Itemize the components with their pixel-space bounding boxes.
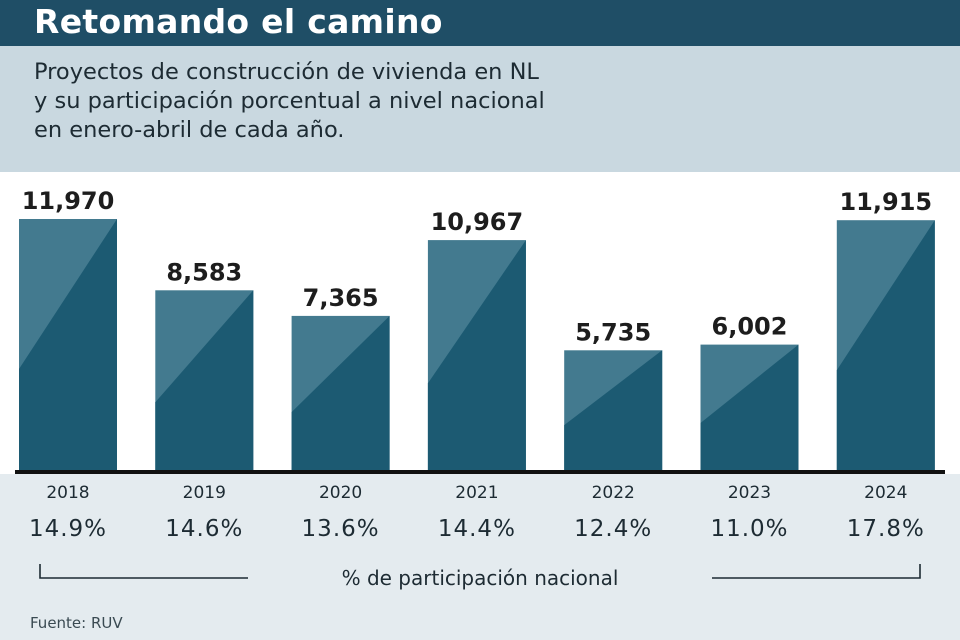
year-label-2022: 2022: [592, 483, 635, 503]
source-note: Fuente: RUV: [30, 614, 123, 632]
participation-label-2020: 13.6%: [302, 516, 380, 542]
participation-label-2021: 14.4%: [438, 516, 516, 542]
year-label-2023: 2023: [728, 483, 771, 503]
value-label-2019: 8,583: [166, 258, 242, 286]
bar-shade-2019: [155, 290, 254, 471]
bar-2024: [836, 220, 935, 471]
bar-2020: [291, 315, 390, 471]
value-label-2018: 11,970: [22, 187, 115, 215]
subtitle-band: [0, 46, 960, 172]
labels-group: 11,970 2018 14.9% 8,583 2019 14.6% 7,365 2020 13…: [22, 187, 932, 542]
value-label-2020: 7,365: [303, 284, 379, 312]
year-label-2020: 2020: [319, 483, 362, 503]
participation-label-2022: 12.4%: [574, 516, 652, 542]
participation-label-2023: 11.0%: [710, 516, 788, 542]
participation-caption: % de participación nacional: [342, 566, 619, 590]
bar-2023: [700, 344, 799, 471]
bar-2019: [155, 290, 254, 471]
value-label-2023: 6,002: [712, 313, 788, 341]
participation-bracket: % de participación nacional: [39, 564, 921, 590]
participation-label-2019: 14.6%: [165, 516, 243, 542]
value-label-2021: 10,967: [431, 208, 524, 236]
value-label-2024: 11,915: [839, 188, 932, 216]
subtitle-line-2: y su participación porcentual a nivel na…: [34, 88, 545, 114]
bar-shade-2018: [19, 219, 117, 471]
participation-label-2018: 14.9%: [29, 516, 107, 542]
value-label-2022: 5,735: [575, 318, 651, 346]
bar-shade-2024: [836, 220, 935, 471]
bar-shade-2021: [427, 240, 526, 471]
bracket-right: [712, 564, 921, 579]
bar-shade-2020: [291, 315, 390, 471]
bar-2022: [564, 350, 663, 471]
subtitle-line-1: Proyectos de construcción de vivienda en…: [34, 59, 539, 85]
participation-label-2024: 17.8%: [847, 516, 925, 542]
year-label-2024: 2024: [864, 483, 907, 503]
year-label-2021: 2021: [455, 483, 498, 503]
year-label-2019: 2019: [183, 483, 226, 503]
bracket-left: [39, 564, 248, 579]
bar-chart: 11,970 2018 14.9% 8,583 2019 14.6% 7,365 2020 13…: [15, 187, 945, 590]
bars-group: [19, 219, 935, 471]
bar-2018: [19, 219, 117, 471]
subtitle-line-3: en enero-abril de cada año.: [34, 117, 345, 143]
bar-shade-2023: [700, 344, 799, 471]
chart-title: Retomando el camino: [34, 2, 443, 41]
title-bar: [0, 0, 960, 46]
bar-2021: [427, 240, 526, 471]
bar-shade-2022: [564, 350, 663, 471]
chart-subtitle: Proyectos de construcción de vivienda en…: [34, 58, 934, 145]
year-label-2018: 2018: [46, 483, 89, 503]
